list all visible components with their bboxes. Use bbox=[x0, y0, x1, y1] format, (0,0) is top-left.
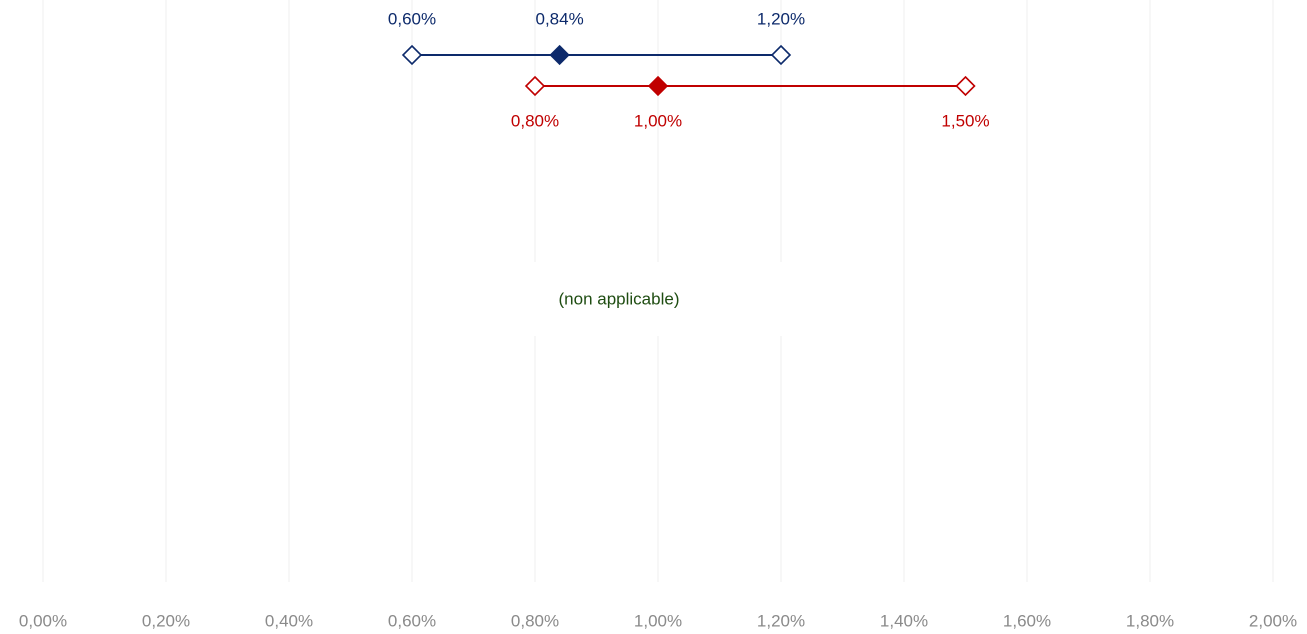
x-tick-label: 0,00% bbox=[19, 611, 67, 630]
center-marker bbox=[647, 75, 669, 97]
x-tick-label: 2,00% bbox=[1249, 611, 1297, 630]
end-marker bbox=[770, 44, 792, 66]
center-marker bbox=[549, 44, 570, 66]
x-tick-label: 0,40% bbox=[265, 611, 313, 630]
value-label: 0,84% bbox=[535, 9, 583, 28]
annotation: (non applicable) bbox=[559, 289, 680, 308]
x-tick-label: 1,00% bbox=[634, 611, 682, 630]
end-marker bbox=[401, 44, 423, 66]
x-tick-label: 1,20% bbox=[757, 611, 805, 630]
end-marker bbox=[524, 75, 546, 97]
x-tick-label: 0,20% bbox=[142, 611, 190, 630]
x-tick-label: 1,80% bbox=[1126, 611, 1174, 630]
value-label: 1,20% bbox=[757, 9, 805, 28]
value-label: 1,50% bbox=[941, 111, 989, 130]
x-tick-label: 0,80% bbox=[511, 611, 559, 630]
value-label: 0,80% bbox=[511, 111, 559, 130]
x-tick-label: 1,40% bbox=[880, 611, 928, 630]
x-tick-label: 1,60% bbox=[1003, 611, 1051, 630]
annotation-background bbox=[520, 262, 800, 336]
end-marker bbox=[955, 75, 976, 97]
x-tick-label: 0,60% bbox=[388, 611, 436, 630]
value-label: 1,00% bbox=[634, 111, 682, 130]
value-label: 0,60% bbox=[388, 9, 436, 28]
